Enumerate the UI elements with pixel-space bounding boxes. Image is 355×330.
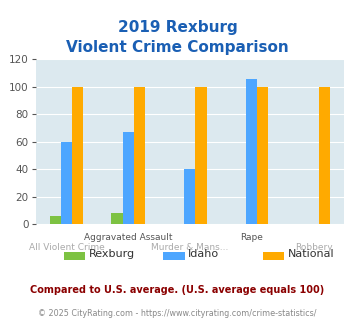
Text: Compared to U.S. average. (U.S. average equals 100): Compared to U.S. average. (U.S. average … [31,285,324,295]
Bar [61,142,72,224]
Bar [319,87,330,224]
Text: © 2025 CityRating.com - https://www.cityrating.com/crime-statistics/: © 2025 CityRating.com - https://www.city… [38,309,317,317]
Bar [257,87,268,224]
Bar [72,87,83,224]
Text: Murder & Mans...: Murder & Mans... [151,243,229,251]
Bar [134,87,145,224]
Text: Aggravated Assault: Aggravated Assault [84,233,173,242]
Text: All Violent Crime: All Violent Crime [28,243,104,251]
Text: 2019 Rexburg: 2019 Rexburg [118,20,237,35]
Text: Violent Crime Comparison: Violent Crime Comparison [66,40,289,54]
Bar [196,87,207,224]
Text: National: National [288,249,334,259]
Text: Rape: Rape [240,233,263,242]
Bar [122,132,134,224]
Bar [50,216,61,224]
Text: Rexburg: Rexburg [89,249,135,259]
Bar [111,214,122,224]
Bar [184,169,196,224]
Text: Robbery: Robbery [295,243,332,251]
Text: Idaho: Idaho [188,249,219,259]
Bar [246,79,257,224]
